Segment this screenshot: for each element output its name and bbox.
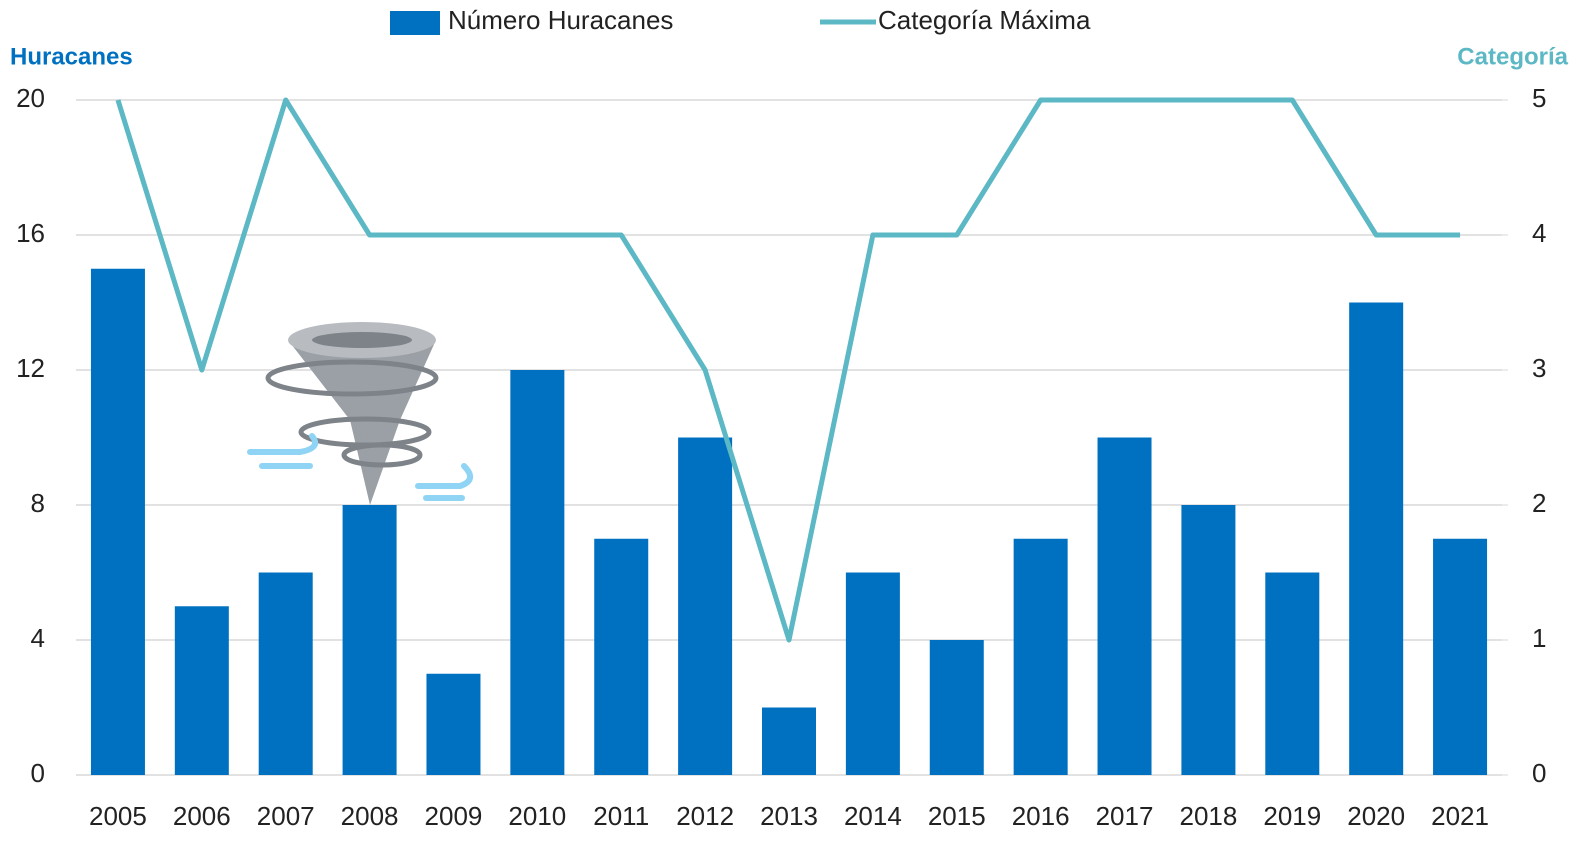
bar (594, 539, 648, 775)
y-axis-title: Huracanes (10, 43, 133, 70)
y2-axis-title: Categoría (1457, 43, 1568, 70)
bar (259, 573, 313, 776)
x-tick-label: 2006 (173, 801, 231, 831)
x-tick-label: 2019 (1263, 801, 1321, 831)
x-tick-label: 2011 (593, 801, 649, 831)
bar (343, 505, 397, 775)
y2-tick-label: 5 (1532, 83, 1546, 113)
y-tick-label: 20 (16, 83, 45, 113)
x-tick-label: 2008 (341, 801, 399, 831)
bar (1181, 505, 1235, 775)
x-tick-label: 2012 (676, 801, 734, 831)
legend-label: Categoría Máxima (878, 5, 1091, 35)
bar (1349, 303, 1403, 776)
bar (175, 606, 229, 775)
y-tick-label: 0 (31, 758, 45, 788)
tornado-icon (250, 322, 470, 505)
chart: Huracanes Categoría 04812162001234520052… (0, 0, 1582, 839)
x-tick-label: 2017 (1096, 801, 1154, 831)
x-tick-label: 2021 (1431, 801, 1489, 831)
y-tick-label: 4 (31, 623, 45, 653)
bar (762, 708, 816, 776)
x-tick-label: 2005 (89, 801, 147, 831)
bar (1014, 539, 1068, 775)
x-tick-label: 2016 (1012, 801, 1070, 831)
y-tick-label: 12 (16, 353, 45, 383)
bar (1433, 539, 1487, 775)
bar (1098, 438, 1152, 776)
legend-swatch (390, 11, 440, 35)
x-tick-label: 2014 (844, 801, 902, 831)
y-tick-label: 8 (31, 488, 45, 518)
bar (91, 269, 145, 775)
x-tick-label: 2020 (1347, 801, 1405, 831)
bar (1265, 573, 1319, 776)
x-tick-label: 2010 (508, 801, 566, 831)
bar (510, 370, 564, 775)
x-tick-label: 2013 (760, 801, 818, 831)
legend-label: Número Huracanes (448, 5, 673, 35)
y2-tick-label: 3 (1532, 353, 1546, 383)
y2-tick-label: 1 (1532, 623, 1546, 653)
bar (678, 438, 732, 776)
x-tick-label: 2018 (1179, 801, 1237, 831)
x-tick-label: 2009 (425, 801, 483, 831)
bar (846, 573, 900, 776)
y2-tick-label: 0 (1532, 758, 1546, 788)
x-tick-label: 2007 (257, 801, 315, 831)
bar (930, 640, 984, 775)
x-tick-label: 2015 (928, 801, 986, 831)
y2-tick-label: 4 (1532, 218, 1546, 248)
y-tick-label: 16 (16, 218, 45, 248)
y2-tick-label: 2 (1532, 488, 1546, 518)
bar (426, 674, 480, 775)
